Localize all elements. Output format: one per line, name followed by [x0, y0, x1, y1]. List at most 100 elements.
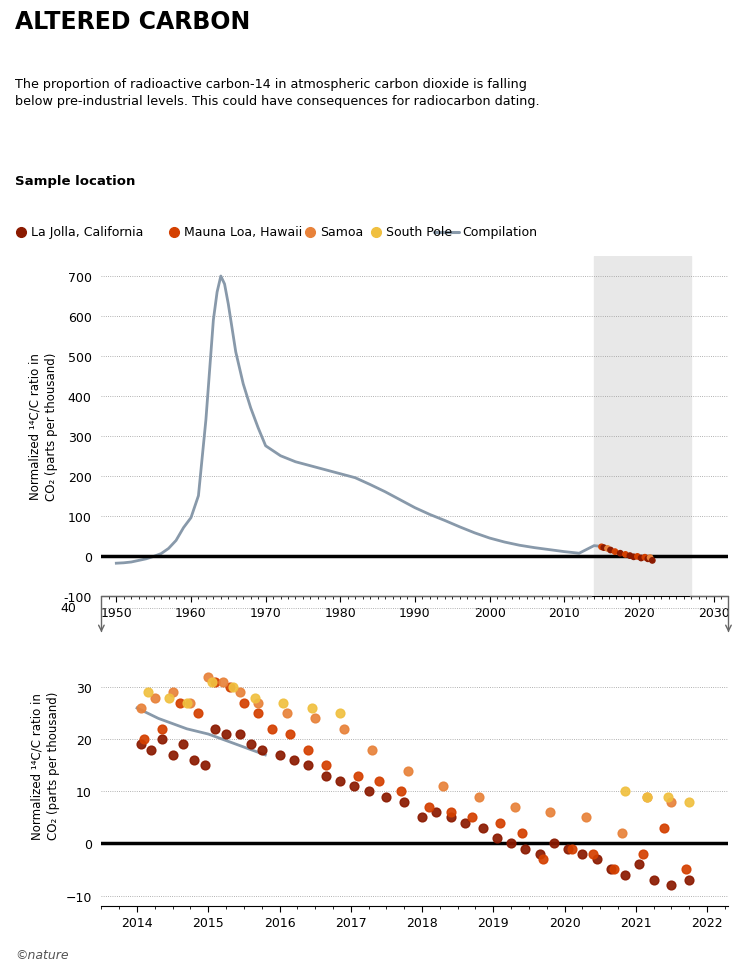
- Point: [596, 540, 608, 555]
- Y-axis label: Normalized ¹⁴C/C ratio in
CO₂ (parts per thousand): Normalized ¹⁴C/C ratio in CO₂ (parts per…: [30, 692, 60, 839]
- Point: [156, 732, 168, 747]
- Point: [320, 758, 332, 773]
- Point: [491, 830, 503, 846]
- Point: [566, 841, 578, 857]
- Point: [173, 696, 185, 711]
- Point: [609, 545, 621, 560]
- Point: [252, 696, 264, 711]
- Text: ©nature: ©nature: [15, 949, 68, 961]
- Point: [641, 789, 653, 804]
- Text: ALTERED CARBON: ALTERED CARBON: [15, 10, 250, 34]
- Point: [138, 732, 150, 747]
- Point: [576, 846, 588, 861]
- Point: [252, 705, 264, 721]
- Point: [309, 711, 321, 727]
- Point: [348, 778, 360, 794]
- Text: La Jolla, California: La Jolla, California: [31, 226, 143, 239]
- Point: [544, 804, 556, 820]
- Point: [423, 799, 435, 815]
- Point: [228, 679, 240, 695]
- Point: [202, 670, 214, 685]
- Point: [338, 721, 350, 736]
- Point: [459, 815, 471, 830]
- Point: [334, 773, 346, 789]
- Text: Sample location: Sample location: [15, 174, 135, 187]
- Point: [249, 690, 261, 705]
- Y-axis label: Normalized ¹⁴C/C ratio in
CO₂ (parts per thousand): Normalized ¹⁴C/C ratio in CO₂ (parts per…: [29, 353, 58, 500]
- Point: [608, 861, 620, 877]
- Point: [494, 815, 506, 830]
- Point: [302, 758, 314, 773]
- Point: [167, 685, 179, 701]
- Point: [255, 742, 267, 758]
- Point: [284, 727, 296, 742]
- Point: [220, 727, 232, 742]
- Point: [234, 685, 246, 701]
- Point: [590, 852, 602, 867]
- Point: [210, 674, 222, 690]
- Point: [680, 861, 692, 877]
- Point: [281, 705, 293, 721]
- Point: [430, 804, 442, 820]
- Point: [683, 795, 695, 810]
- Point: [206, 674, 218, 690]
- Text: The proportion of radioactive carbon-14 in atmospheric carbon dioxide is falling: The proportion of radioactive carbon-14 …: [15, 78, 540, 108]
- Point: [277, 696, 289, 711]
- Point: [639, 549, 651, 565]
- Point: [134, 737, 146, 753]
- Point: [628, 549, 640, 565]
- Point: [185, 696, 197, 711]
- Point: [210, 721, 222, 736]
- Point: [395, 784, 407, 799]
- Point: [647, 553, 659, 569]
- Point: [635, 550, 647, 566]
- Point: [641, 789, 653, 804]
- Point: [520, 841, 532, 857]
- Point: [516, 826, 528, 841]
- Point: [473, 789, 485, 804]
- Point: [602, 541, 614, 556]
- Text: Mauna Loa, Hawaii: Mauna Loa, Hawaii: [184, 226, 303, 239]
- Text: Compilation: Compilation: [463, 226, 538, 239]
- Point: [580, 810, 592, 826]
- Point: [145, 742, 157, 758]
- Point: [633, 857, 645, 872]
- Point: [363, 784, 375, 799]
- Point: [562, 841, 575, 857]
- Point: [352, 768, 364, 784]
- Point: [167, 747, 179, 763]
- Point: [302, 742, 314, 758]
- Point: [188, 753, 200, 768]
- Point: [306, 701, 318, 716]
- Point: [624, 548, 636, 564]
- Point: [238, 696, 250, 711]
- Point: [416, 810, 428, 826]
- Point: [273, 747, 285, 763]
- Point: [445, 810, 457, 826]
- Point: [659, 820, 671, 835]
- Point: [662, 789, 674, 804]
- Bar: [594, 257, 691, 596]
- Point: [605, 543, 617, 558]
- Point: [683, 872, 695, 888]
- Point: [334, 705, 346, 721]
- Point: [134, 701, 146, 716]
- Point: [245, 737, 257, 753]
- Point: [192, 705, 204, 721]
- Point: [537, 852, 549, 867]
- Point: [398, 795, 410, 810]
- Point: [320, 768, 332, 784]
- Point: [619, 867, 631, 883]
- Point: [620, 547, 632, 563]
- Point: [534, 846, 546, 861]
- Point: [181, 696, 193, 711]
- Point: [605, 861, 617, 877]
- Point: [445, 804, 457, 820]
- Point: [477, 820, 489, 835]
- Text: 40: 40: [61, 602, 77, 614]
- Point: [619, 784, 631, 799]
- Point: [505, 836, 517, 852]
- Point: [508, 799, 520, 815]
- Point: [142, 685, 154, 701]
- Point: [616, 826, 628, 841]
